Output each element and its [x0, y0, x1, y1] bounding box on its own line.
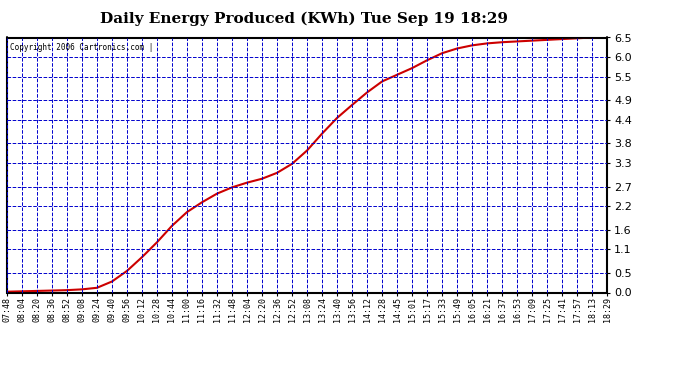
Bar	[7, 38, 607, 292]
Text: Daily Energy Produced (KWh) Tue Sep 19 18:29: Daily Energy Produced (KWh) Tue Sep 19 1…	[99, 11, 508, 26]
Text: Copyright 2006 Cartronics.com |: Copyright 2006 Cartronics.com |	[10, 43, 153, 52]
